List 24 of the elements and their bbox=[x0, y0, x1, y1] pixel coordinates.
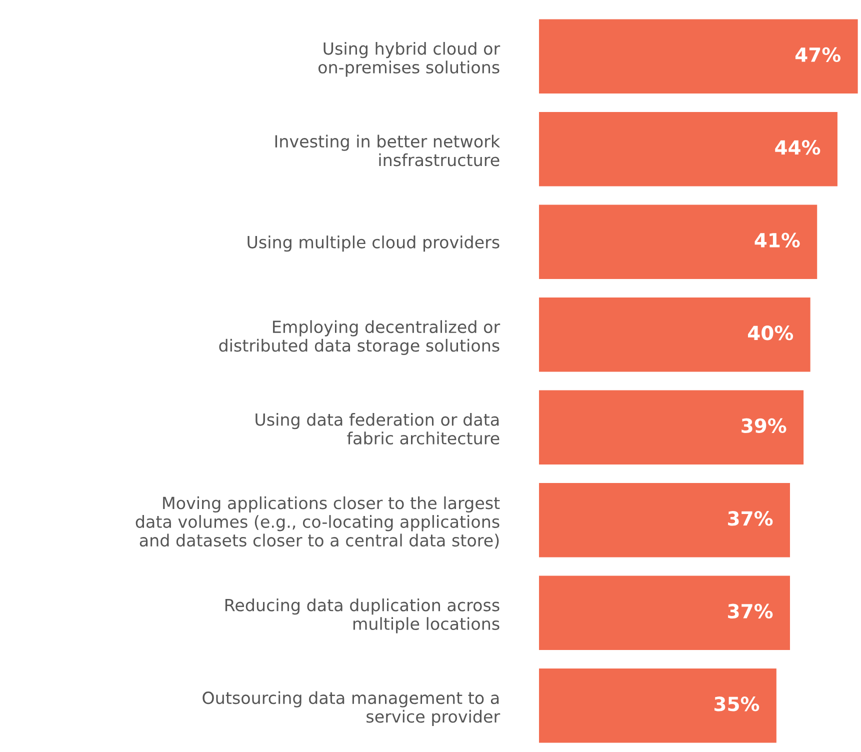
y-tick-label: Using multiple cloud providers bbox=[248, 236, 500, 252]
bar bbox=[539, 204, 818, 279]
bar bbox=[539, 576, 790, 650]
bar bbox=[539, 483, 790, 558]
data-label: 44% bbox=[775, 140, 820, 155]
data-label: 39% bbox=[742, 418, 786, 434]
y-tick-label: Using hybrid cloud or on-premises solutions bbox=[318, 42, 500, 77]
y-tick-label: Moving applications closer to the largest data volumes (e.g., co-locating applications and datasets closer to a central data store) bbox=[136, 496, 500, 549]
y-tick-label: Using data federation or data fabric architecture bbox=[256, 412, 500, 445]
bar bbox=[539, 668, 776, 743]
y-tick-label: Outsourcing data management to a service provider bbox=[202, 691, 500, 726]
y-tick-label: Employing decentralized or distributed data storage solutions bbox=[219, 320, 500, 356]
data-label: 47% bbox=[795, 47, 841, 62]
y-tick-label: Investing in better network insfrastructure bbox=[275, 134, 500, 166]
bar bbox=[539, 390, 804, 464]
bar bbox=[539, 112, 838, 186]
bar bbox=[539, 19, 858, 94]
data-label: 37% bbox=[728, 511, 773, 526]
data-label: 40% bbox=[748, 326, 794, 340]
data-label: 35% bbox=[714, 696, 760, 712]
data-label: 41% bbox=[754, 232, 800, 248]
data-label: 37% bbox=[728, 604, 773, 619]
y-tick-label: Reducing data duplication across multiple locations bbox=[225, 598, 500, 634]
bar bbox=[539, 298, 810, 372]
